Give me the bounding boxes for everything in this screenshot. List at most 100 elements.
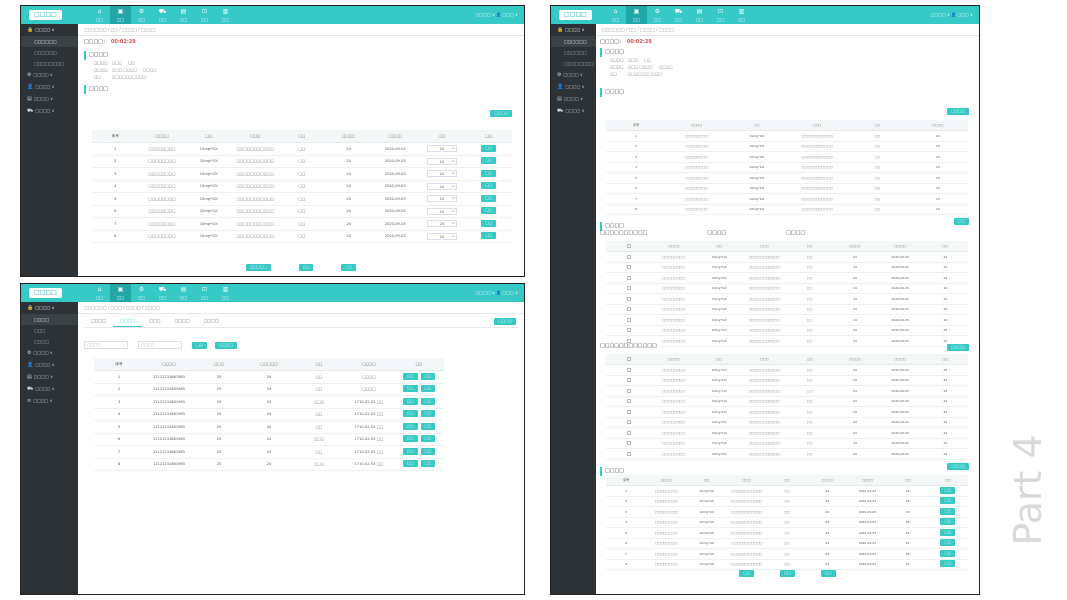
quantity-stepper[interactable]: 24 xyxy=(426,232,457,240)
footer-button-2[interactable]: □□ xyxy=(298,264,314,271)
select-cell[interactable] xyxy=(606,427,652,439)
row-checkbox[interactable] xyxy=(626,451,631,456)
nav-item-7[interactable]: ▥ □□ xyxy=(215,284,236,302)
select-cell[interactable] xyxy=(606,293,652,305)
sidebar-subitem[interactable]: □□□□□□ xyxy=(564,50,587,55)
tab-2[interactable]: □□□□ xyxy=(113,316,143,327)
row-action-button[interactable]: □□ xyxy=(940,549,956,557)
nav-item-2[interactable]: ▣ □□ xyxy=(110,6,131,24)
row-checkbox[interactable] xyxy=(626,286,631,291)
row-action-button[interactable]: □□ xyxy=(940,486,956,494)
select-cell[interactable] xyxy=(606,262,652,273)
footer-button-2[interactable]: □□ xyxy=(780,570,795,577)
name-input[interactable]: □□□□ xyxy=(138,341,183,349)
user-menu[interactable]: □□□□ ∨ 👤 □□□ ∨ xyxy=(475,12,518,17)
row-checkbox[interactable] xyxy=(626,296,631,301)
goods-action-button[interactable]: □□□□ xyxy=(947,108,969,115)
row-checkbox[interactable] xyxy=(626,409,631,414)
nav-item-6[interactable]: ⊡ □□ xyxy=(194,284,215,302)
nav-item-5[interactable]: ▤ □□ xyxy=(173,284,194,302)
nav-item-3[interactable]: ⚙ □□ xyxy=(131,6,152,24)
row-checkbox[interactable] xyxy=(626,275,631,280)
row-action-button[interactable]: □□ xyxy=(481,169,497,177)
select-cell[interactable] xyxy=(606,364,652,376)
row-checkbox[interactable] xyxy=(626,307,631,312)
nav-item-4[interactable]: ⛟ □□ xyxy=(668,6,689,24)
sidebar-menu-1[interactable]: 🔒 □□□□ ∧ xyxy=(551,24,596,36)
row-edit-button[interactable]: □□ xyxy=(402,385,418,393)
nav-item-5[interactable]: ▤ □□ xyxy=(689,6,710,24)
sidebar-subitem[interactable]: □□□□□□ xyxy=(21,36,78,47)
tab-1[interactable]: □□□□ xyxy=(91,318,107,323)
sidebar-subitem[interactable]: □□□□ xyxy=(34,339,50,344)
row-checkbox[interactable] xyxy=(626,265,631,270)
nav-item-1[interactable]: ⌂ □□ xyxy=(89,284,110,302)
quantity-stepper[interactable]: 24 xyxy=(426,207,457,215)
footer-button-3[interactable]: □□ xyxy=(820,570,836,577)
select-cell[interactable] xyxy=(606,406,652,418)
select-cell[interactable] xyxy=(606,251,652,263)
row-checkbox[interactable] xyxy=(626,399,631,404)
row-edit-button[interactable]: □□ xyxy=(402,410,418,418)
sidebar-menu-5[interactable]: ⛟ □□□□ ∨ xyxy=(21,383,78,395)
row-checkbox[interactable] xyxy=(626,420,631,425)
sidebar-menu-5[interactable]: ⛟ □□□□ ∨ xyxy=(551,105,596,117)
row-delete-button[interactable]: □□ xyxy=(420,410,436,418)
sidebar-subitem[interactable]: □□□□□□□□ xyxy=(34,61,65,66)
row-checkbox[interactable] xyxy=(626,367,631,372)
tab-3[interactable]: □□□ xyxy=(149,318,161,323)
sidebar-subitem[interactable]: □□□□ xyxy=(21,314,78,325)
nav-item-7[interactable]: ▥ □□ xyxy=(215,6,236,24)
sidebar-subitem[interactable]: □□□ xyxy=(34,328,46,333)
select-cell[interactable] xyxy=(606,385,652,397)
row-action-button[interactable]: □□ xyxy=(940,539,956,547)
row-action-button[interactable]: □□ xyxy=(481,207,497,215)
sidebar-menu-1[interactable]: 🔒 □□□□ ∧ xyxy=(21,302,78,314)
row-edit-button[interactable]: □□ xyxy=(402,397,418,405)
sidebar-menu-3[interactable]: 👤 □□□□ ∨ xyxy=(21,81,78,93)
row-action-button[interactable]: □□ xyxy=(940,528,956,536)
row-edit-button[interactable]: □□ xyxy=(402,460,418,468)
user-menu[interactable]: □□□□ ∨ 👤 □□□ ∨ xyxy=(475,290,518,295)
row-action-button[interactable]: □□ xyxy=(481,232,497,240)
sidebar-menu-2[interactable]: ⚙ □□□□ ∨ xyxy=(551,69,596,81)
reset-button[interactable]: □□□□ xyxy=(215,342,237,349)
row-checkbox[interactable] xyxy=(626,338,631,343)
row-checkbox[interactable] xyxy=(626,378,631,383)
row-action-button[interactable]: □□ xyxy=(481,219,497,227)
nav-item-2[interactable]: ▣ □□ xyxy=(626,6,647,24)
sidebar-menu-4[interactable]: ▤ □□□□ ∨ xyxy=(21,371,78,383)
nav-item-3[interactable]: ⚙ □□ xyxy=(131,284,152,302)
sidebar-subitem[interactable]: □□□□□□ xyxy=(34,50,57,55)
quantity-stepper[interactable]: 24 xyxy=(426,145,457,153)
footer-button-1[interactable]: □□ xyxy=(739,570,755,577)
nav-item-6[interactable]: ⊡ □□ xyxy=(194,6,215,24)
nav-item-1[interactable]: ⌂ □□ xyxy=(89,6,110,24)
supplier2-action-button[interactable]: □□□□ xyxy=(947,344,969,351)
row-checkbox[interactable] xyxy=(626,388,631,393)
row-checkbox[interactable] xyxy=(626,328,631,333)
row-action-button[interactable]: □□ xyxy=(940,560,956,568)
footer-button-3[interactable]: □□ xyxy=(341,264,357,271)
select-cell[interactable] xyxy=(606,375,652,386)
row-edit-button[interactable]: □□ xyxy=(402,372,418,380)
row-action-button[interactable]: □□ xyxy=(481,194,497,202)
select-cell[interactable] xyxy=(606,417,652,428)
sidebar-menu-6[interactable]: ≡ □□□□ ∨ xyxy=(21,395,78,407)
nav-item-4[interactable]: ⛟ □□ xyxy=(152,6,173,24)
select-cell[interactable] xyxy=(606,438,652,449)
sidebar-menu-4[interactable]: ▤ □□□□ ∨ xyxy=(551,93,596,105)
select-cell[interactable] xyxy=(606,304,652,315)
quantity-stepper[interactable]: 24 xyxy=(426,220,457,228)
nav-item-4[interactable]: ⛟ □□ xyxy=(152,284,173,302)
row-action-button[interactable]: □□ xyxy=(940,497,956,505)
sidebar-menu-4[interactable]: ▤ □□□□ ∨ xyxy=(21,93,78,105)
row-delete-button[interactable]: □□ xyxy=(420,435,436,443)
row-action-button[interactable]: □□ xyxy=(481,157,497,165)
sidebar-menu-3[interactable]: 👤 □□□□ ∨ xyxy=(551,81,596,93)
row-delete-button[interactable]: □□ xyxy=(420,422,436,430)
row-delete-button[interactable]: □□ xyxy=(420,447,436,455)
nav-item-7[interactable]: ▥ □□ xyxy=(731,6,752,24)
row-delete-button[interactable]: □□ xyxy=(420,385,436,393)
nav-item-2[interactable]: ▣ □□ xyxy=(110,284,131,302)
